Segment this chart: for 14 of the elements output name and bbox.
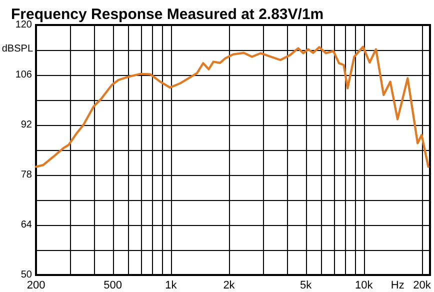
x-tick-label: 5k (300, 280, 312, 292)
y-axis-title: dBSPL (2, 44, 34, 54)
x-tick-label: 1k (165, 280, 178, 292)
y-tick-label: 78 (20, 170, 32, 180)
x-tick-label: 500 (104, 280, 122, 292)
x-tick-label: 200 (26, 280, 46, 292)
x-axis-title: Hz (390, 280, 404, 292)
y-tick-label: 92 (20, 120, 32, 130)
x-tick-label: 20k (413, 280, 432, 292)
y-tick-label: 50 (20, 270, 32, 280)
x-tick-label: 10k (355, 280, 374, 292)
y-tick-label: 106 (15, 70, 32, 80)
x-tick-label: 2k (223, 280, 236, 292)
y-tick-label: 64 (20, 220, 32, 230)
